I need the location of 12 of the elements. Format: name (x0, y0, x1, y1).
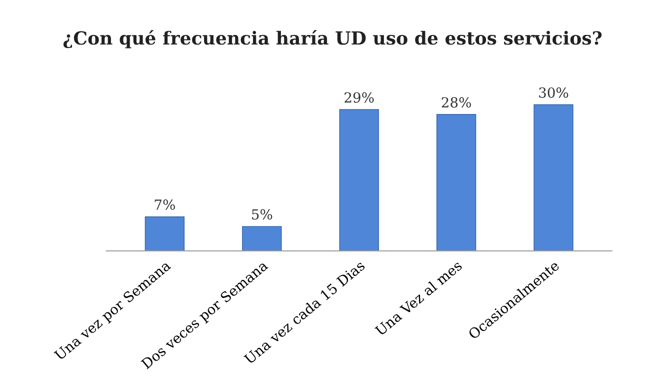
data-label: 30% (539, 87, 568, 98)
data-label: 5% (252, 209, 272, 220)
data-label: 7% (154, 199, 175, 210)
data-label: 29% (344, 92, 374, 103)
bar (534, 104, 574, 251)
data-label: 28% (442, 97, 471, 108)
bar (242, 226, 282, 251)
chart-title: ¿Con qué frecuencia haría UD uso de estos servicios? (63, 30, 602, 48)
x-tick-label: Una Vez al mes (374, 260, 463, 336)
bar (436, 114, 476, 251)
bar (144, 216, 185, 251)
bar (339, 109, 379, 251)
